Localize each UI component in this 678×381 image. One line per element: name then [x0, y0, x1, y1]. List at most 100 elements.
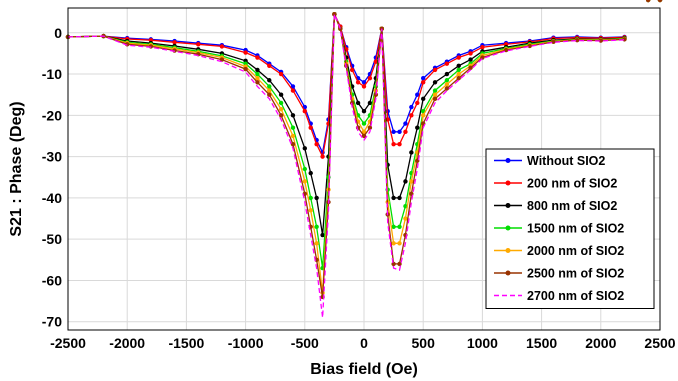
legend-label: 800 nm of SIO2 [527, 199, 617, 213]
data-point [267, 63, 272, 68]
data-point [551, 39, 556, 45]
data-point [355, 80, 361, 85]
data-point [361, 84, 367, 89]
x-tick-label: -500 [291, 335, 319, 351]
data-point [421, 75, 426, 81]
data-point [598, 38, 603, 43]
data-point [456, 71, 461, 77]
data-point [290, 113, 296, 118]
legend-entry: 2000 nm of SIO2 [494, 244, 624, 258]
data-point [243, 66, 248, 72]
data-point [278, 71, 284, 77]
legend-marker [505, 270, 511, 276]
x-tick-label: -2000 [109, 335, 145, 351]
data-point [219, 44, 225, 49]
data-point [373, 92, 379, 97]
data-point [409, 150, 414, 155]
legend-label: 2500 nm of SIO2 [527, 267, 624, 281]
data-point [391, 241, 396, 246]
legend-marker [505, 180, 511, 186]
data-point [361, 133, 367, 139]
data-point [243, 50, 248, 55]
data-point [444, 86, 450, 91]
legend-entry: 2500 nm of SIO2 [494, 267, 624, 281]
data-point [403, 216, 408, 221]
legend: Without SIO2 200 nm of SIO2 800 nm of SIO2… [485, 148, 655, 309]
data-point [391, 195, 396, 201]
legend-label: 1500 nm of SIO2 [527, 222, 624, 236]
data-point [314, 195, 319, 201]
legend-entry: Without SIO2 [494, 154, 605, 168]
y-tick-label: 0 [54, 25, 62, 41]
data-point [421, 96, 426, 102]
data-point [314, 224, 319, 229]
data-point [302, 146, 307, 151]
data-point [456, 75, 461, 81]
data-point [415, 100, 420, 106]
y-tick-label: -10 [42, 66, 62, 82]
data-point [278, 113, 284, 118]
y-tick-label: -50 [42, 231, 62, 247]
data-point [290, 125, 296, 130]
data-point [367, 75, 373, 81]
data-point [255, 80, 260, 85]
data-point [320, 154, 325, 159]
data-point [403, 179, 408, 184]
data-point [172, 40, 177, 45]
data-point [432, 92, 438, 97]
legend-label: 200 nm of SIO2 [527, 177, 617, 191]
data-point [456, 67, 461, 73]
data-point [290, 133, 296, 139]
y-tick-label: -70 [42, 314, 62, 330]
data-point [444, 71, 450, 77]
data-point [456, 55, 461, 60]
data-point [397, 241, 402, 246]
data-point [367, 100, 373, 106]
data-point [196, 42, 201, 47]
data-point [415, 92, 420, 97]
data-point [278, 92, 284, 97]
data-point [361, 129, 367, 135]
y-tick-label: -60 [42, 272, 62, 288]
data-point [391, 261, 396, 267]
data-point [308, 195, 313, 201]
data-point [409, 179, 414, 184]
x-tick-label: 1500 [526, 335, 557, 351]
data-point [503, 47, 509, 53]
data-point [278, 100, 284, 106]
data-point [255, 67, 260, 73]
data-point [432, 67, 438, 73]
data-point [444, 61, 450, 66]
data-point [468, 57, 473, 62]
legend-entry: 2700 nm of SIO2 [494, 289, 624, 303]
y-tick-label: -20 [42, 107, 62, 123]
legend-marker [505, 203, 511, 208]
data-point [314, 241, 319, 246]
x-tick-label: -2500 [50, 335, 86, 351]
data-point [444, 82, 450, 87]
data-point [267, 78, 272, 83]
y-axis-title: S21 : Phase (Deg) [8, 101, 25, 236]
series-line [67, 13, 625, 318]
legend-label: Without SIO2 [527, 154, 605, 168]
data-point [302, 109, 307, 114]
legend-label: 2700 nm of SIO2 [527, 289, 624, 303]
data-point [432, 80, 438, 85]
data-point [302, 166, 307, 172]
data-point [267, 88, 272, 93]
y-tick-label: -30 [42, 149, 62, 165]
data-point [397, 129, 402, 135]
series-7 [67, 13, 625, 318]
y-tick-label: -40 [42, 190, 62, 206]
data-point [645, 0, 651, 3]
x-tick-label: 2500 [644, 335, 675, 351]
data-point [421, 113, 426, 118]
data-point [361, 109, 367, 114]
series-layer [65, 0, 663, 318]
legend-entry: 200 nm of SIO2 [494, 177, 617, 191]
x-tick-label: 500 [412, 335, 436, 351]
data-point [290, 84, 296, 89]
data-point [349, 67, 355, 73]
data-point [391, 142, 396, 147]
